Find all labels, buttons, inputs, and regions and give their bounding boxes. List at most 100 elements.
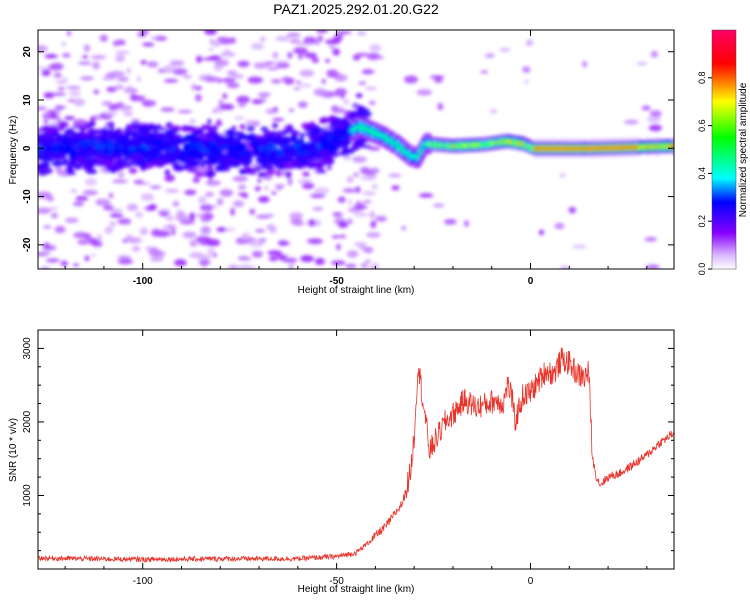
spectrogram-noise-blob — [347, 199, 353, 205]
spectrogram-noise-blob — [560, 265, 570, 269]
spectrogram-noise-blob — [297, 179, 313, 184]
spectrogram-band-blob — [257, 179, 262, 183]
spectrogram-noise-blob — [38, 45, 48, 53]
spectrogram-band-blob — [188, 160, 194, 168]
spectrogram-noise-blob — [286, 32, 301, 38]
spectrogram-noise-blob — [38, 66, 47, 70]
snr-y-tick-label: 2000 — [22, 410, 33, 433]
spectrogram-band-blob — [214, 159, 226, 164]
spectrogram-noise-blob — [388, 173, 402, 178]
spectrogram-x-tick-label: 0 — [528, 276, 534, 287]
spectrogram-noise-blob — [82, 55, 89, 59]
spectrogram-band-blob — [276, 170, 282, 177]
spectrogram-band-blob — [255, 142, 260, 148]
spectrogram-band-blob — [156, 123, 162, 131]
spectrogram-x-tick-label: -50 — [329, 276, 344, 287]
spectrogram-band-blob — [131, 135, 139, 141]
spectrogram-noise-blob — [359, 245, 365, 250]
spectrogram-noise-blob — [109, 213, 124, 218]
spectrogram-band-blob — [279, 139, 285, 144]
spectrogram-noise-blob — [192, 177, 200, 183]
spectrogram-y-ticks: -20 -10 0 10 20 — [22, 46, 674, 252]
spectrogram-noise-blob — [104, 226, 113, 234]
spectrogram-band-blob — [76, 156, 85, 162]
spectrogram-band-blob — [38, 134, 48, 138]
spectrogram-noise-blob — [117, 218, 132, 225]
spectrogram-noise-blob — [61, 41, 66, 47]
spectrogram-band-blob — [130, 121, 141, 128]
spectrogram-noise-blob — [648, 124, 662, 132]
spectrogram-noise-blob — [55, 166, 62, 174]
spectrogram-noise-blob — [163, 79, 178, 83]
colorbar-tick-label: 0.0 — [697, 263, 707, 276]
spectrogram-noise-blob — [166, 224, 177, 231]
spectrogram-band-blob — [64, 129, 75, 135]
spectrogram-band-blob — [219, 141, 227, 146]
spectrogram-noise-blob — [365, 259, 371, 263]
spectrogram-noise-blob — [237, 264, 254, 269]
spectrogram-noise-blob — [254, 186, 262, 192]
spectrogram-noise-blob — [117, 171, 125, 179]
spectrogram-noise-blob — [245, 119, 256, 127]
spectrogram-noise-blob — [103, 110, 119, 116]
spectrogram-band-blob — [127, 130, 140, 136]
spectrogram-noise-blob — [72, 119, 88, 127]
spectrogram-noise-blob — [293, 86, 301, 91]
spectrogram-noise-blob — [38, 252, 48, 256]
spectrogram-band-blob — [137, 132, 149, 136]
spectrogram-noise-blob — [559, 173, 566, 178]
spectrogram-band-blob — [244, 136, 257, 141]
spectrogram-band-blob — [116, 135, 127, 140]
spectrogram-band-blob — [153, 128, 159, 133]
spectrogram-noise-blob — [361, 69, 375, 75]
spectrogram-noise-blob — [404, 75, 418, 84]
spectrogram-noise-blob — [485, 53, 495, 58]
spectrogram-band-blob — [259, 165, 271, 170]
spectrogram-band-blob — [125, 126, 136, 131]
spectrogram-band-blob — [270, 130, 278, 137]
spectrogram-band-blob — [101, 135, 107, 140]
spectrogram-band-blob — [267, 138, 277, 143]
spectrogram-noise-blob — [332, 212, 343, 217]
spectrogram-band-blob — [323, 143, 334, 151]
spectrogram-noise-blob — [222, 93, 228, 100]
spectrogram-band-blob — [43, 120, 49, 124]
spectrogram-band-blob — [263, 171, 275, 176]
spectrogram-band-blob — [319, 155, 328, 160]
spectrogram-noise-blob — [276, 254, 288, 258]
spectrogram-band-blob — [241, 123, 246, 130]
spectrogram-noise-blob — [139, 30, 150, 34]
spectrogram-band-blob — [216, 153, 227, 157]
spectrogram-noise-blob — [260, 36, 266, 42]
spectrogram-band-blob — [298, 150, 311, 157]
spectrogram-noise-blob — [375, 215, 387, 222]
spectrogram-band-blob — [68, 154, 76, 159]
spectrogram-band-blob — [314, 160, 324, 168]
spectrogram-noise-blob — [205, 191, 214, 197]
spectrogram-band-blob — [151, 150, 162, 155]
snr-x-tick-label: 0 — [528, 576, 534, 587]
spectrogram-noise-blob — [135, 211, 143, 218]
spectrogram-noise-blob — [122, 239, 128, 243]
spectrogram-noise-blob — [116, 255, 132, 260]
spectrogram-band-blob — [283, 129, 288, 135]
spectrogram-noise-blob — [371, 262, 380, 269]
spectrogram-noise-blob — [142, 42, 155, 47]
spectrogram-noise-blob — [358, 81, 367, 85]
spectrogram-band-blob — [232, 131, 245, 137]
spectrogram-band-blob — [352, 141, 364, 147]
spectrogram-noise-blob — [297, 101, 308, 109]
spectrogram-band-blob — [332, 131, 342, 138]
spectrogram-band-blob — [286, 124, 293, 129]
spectrogram-noise-blob — [288, 262, 296, 266]
spectrogram-noise-blob — [188, 212, 196, 221]
spectrogram-band-blob — [128, 167, 138, 174]
spectrogram-band-blob — [318, 150, 329, 154]
spectrogram-band-blob — [94, 159, 99, 163]
spectrogram-noise-blob — [149, 185, 162, 189]
spectrogram-band-blob — [84, 159, 96, 165]
spectrogram-band-blob — [257, 172, 267, 178]
spectrogram-noise-blob — [437, 102, 444, 111]
spectrogram-noise-blob — [568, 206, 577, 214]
spectrogram-noise-blob — [290, 217, 303, 226]
